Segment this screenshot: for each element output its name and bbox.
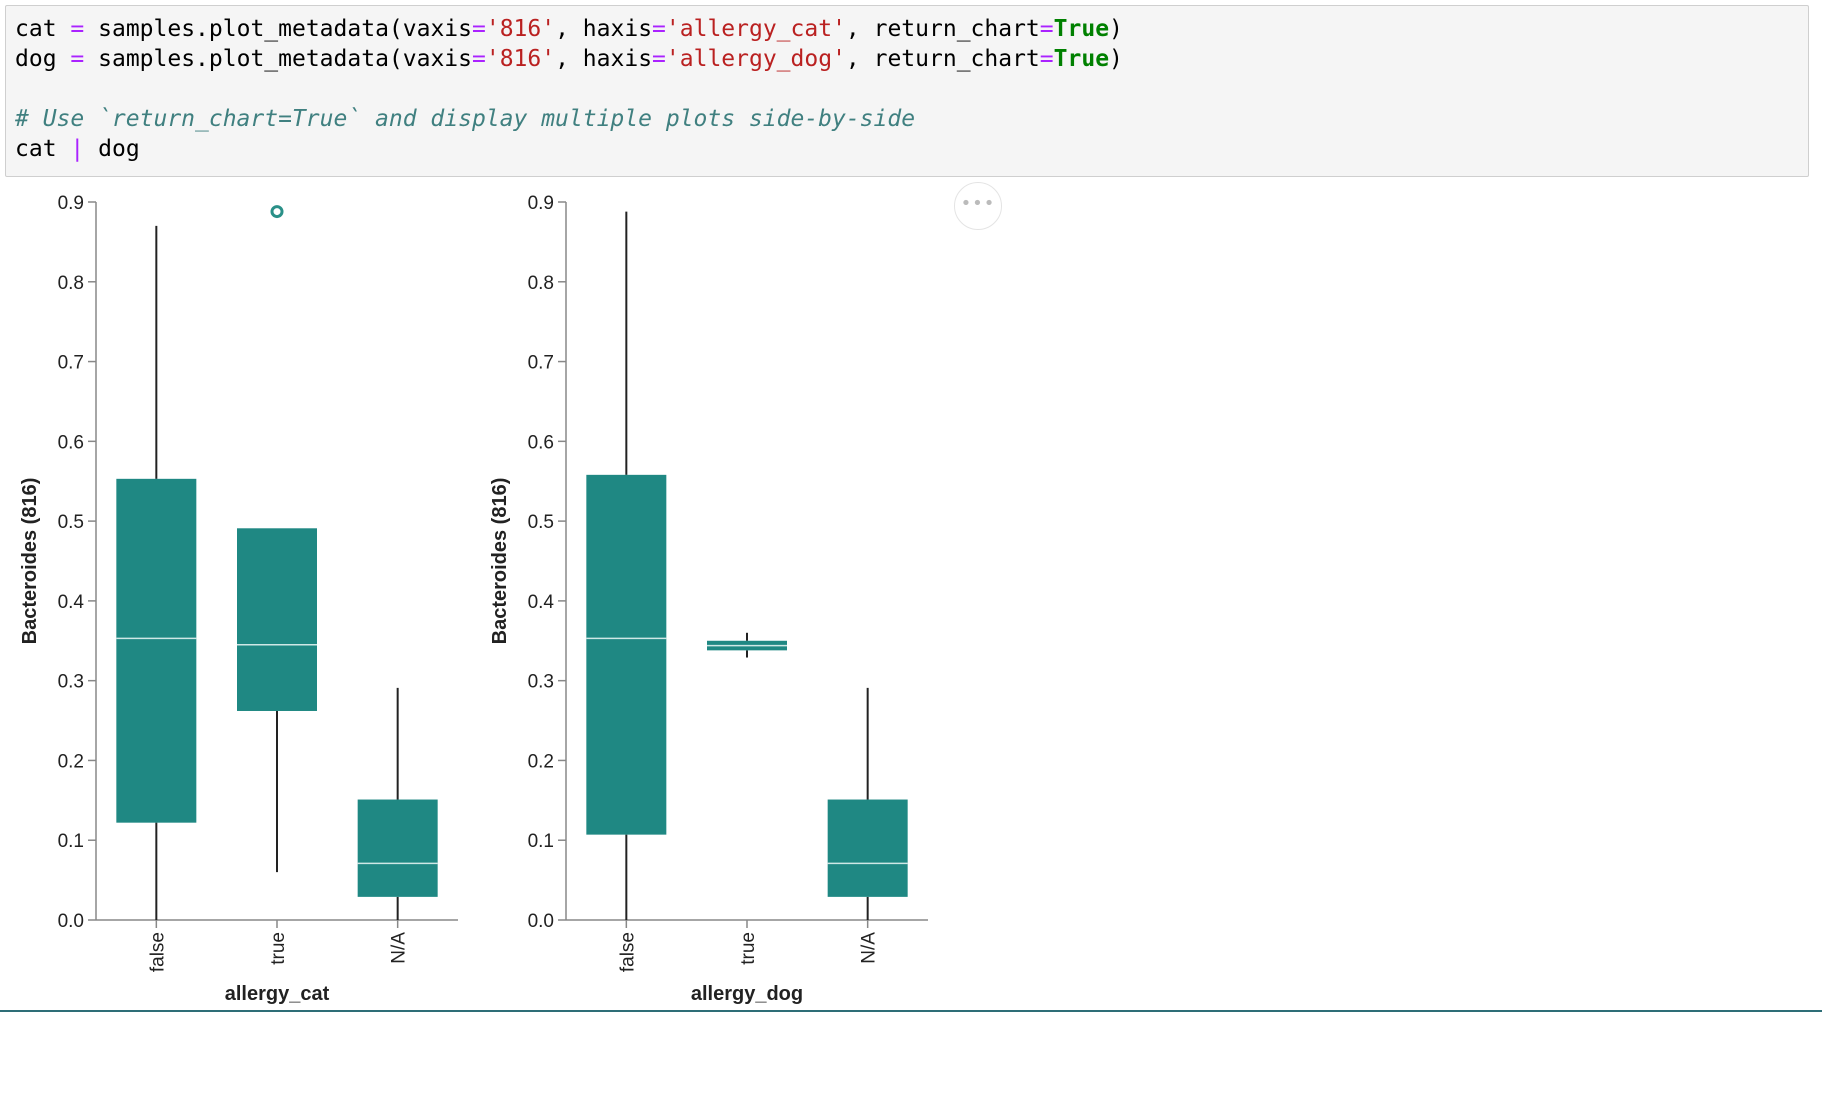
y-tick-label: 0.6 xyxy=(528,432,554,453)
code-token: = xyxy=(70,16,85,42)
x-tick-label: false xyxy=(617,932,638,972)
code-token: dog xyxy=(98,136,140,162)
chart-allergy_cat: 0.0 0.1 0.2 0.3 0.4 0.5 0.6 0.7 0.8 0.9 Bacteroide… xyxy=(19,193,458,1005)
y-tick-label: 0.6 xyxy=(58,432,84,453)
code-token: = xyxy=(1039,16,1054,42)
box-false xyxy=(586,474,667,835)
x-tick-label: false xyxy=(147,932,168,972)
y-tick-label: 0.0 xyxy=(58,911,84,932)
x-tick-label: true xyxy=(738,932,759,965)
code-token: , return_chart xyxy=(845,16,1040,42)
cell-divider xyxy=(0,1010,1822,1012)
box-N/A xyxy=(827,799,908,897)
y-tick-label: 0.9 xyxy=(528,193,554,214)
code-token: , haxis xyxy=(555,16,653,42)
y-tick-label: 0.5 xyxy=(58,512,84,533)
code-token: , return_chart xyxy=(845,46,1040,72)
x-tick-label: N/A xyxy=(389,932,410,964)
code-token: samples.plot_metadata(vaxis xyxy=(98,16,472,42)
x-tick-label: N/A xyxy=(859,932,880,964)
chart-actions-button[interactable]: ••• xyxy=(954,182,1002,230)
code-line-4: cat | dog xyxy=(15,134,1808,164)
code-token: '816' xyxy=(485,46,556,72)
y-tick-label: 0.3 xyxy=(58,672,84,693)
code-token: samples.plot_metadata(vaxis xyxy=(98,46,472,72)
code-token: ) xyxy=(1109,46,1123,72)
y-tick-label: 0.3 xyxy=(528,672,554,693)
y-tick-label: 0.0 xyxy=(528,911,554,932)
y-tick-label: 0.4 xyxy=(58,592,85,613)
code-token: , haxis xyxy=(555,46,653,72)
y-axis-label: Bacteroides (816) xyxy=(489,478,511,645)
code-token: = xyxy=(1039,46,1054,72)
y-axis-label: Bacteroides (816) xyxy=(19,478,41,645)
code-line-2: dog = samples.plot_metadata(vaxis='816',… xyxy=(15,44,1808,74)
y-tick-label: 0.1 xyxy=(528,831,554,852)
code-token: = xyxy=(472,16,486,42)
code-token: 'allergy_cat' xyxy=(665,16,846,42)
y-tick-label: 0.1 xyxy=(58,831,84,852)
box-N/A xyxy=(357,799,438,897)
code-cell[interactable]: cat = samples.plot_metadata(vaxis='816',… xyxy=(5,5,1809,177)
x-axis-label: allergy_dog xyxy=(691,983,803,1005)
cell-output: 0.0 0.1 0.2 0.3 0.4 0.5 0.6 0.7 0.8 0.9 Bacteroide… xyxy=(0,180,1822,1010)
code-token: | xyxy=(70,136,85,162)
code-token: ) xyxy=(1109,16,1123,42)
code-token: True xyxy=(1053,16,1110,42)
y-tick-label: 0.2 xyxy=(58,751,84,772)
chart-allergy_dog: 0.0 0.1 0.2 0.3 0.4 0.5 0.6 0.7 0.8 0.9 Bacteroide… xyxy=(489,193,928,1005)
code-token: = xyxy=(472,46,486,72)
y-tick-label: 0.2 xyxy=(528,751,554,772)
code-token: dog xyxy=(15,46,57,72)
y-tick-label: 0.4 xyxy=(528,592,555,613)
y-tick-label: 0.5 xyxy=(528,512,554,533)
code-token: cat xyxy=(15,136,57,162)
boxplot-charts: 0.0 0.1 0.2 0.3 0.4 0.5 0.6 0.7 0.8 0.9 Bacteroide… xyxy=(19,193,928,1005)
box-true xyxy=(237,528,317,711)
y-tick-label: 0.7 xyxy=(58,353,84,374)
code-comment: # Use `return_chart=True` and display mu… xyxy=(15,106,916,132)
y-tick-label: 0.9 xyxy=(58,193,84,214)
code-token: 'allergy_dog' xyxy=(665,46,846,72)
code-token: cat xyxy=(15,16,57,42)
y-tick-label: 0.8 xyxy=(58,273,84,294)
code-line-1: cat = samples.plot_metadata(vaxis='816',… xyxy=(15,14,1808,44)
y-tick-label: 0.8 xyxy=(528,273,554,294)
y-tick-label: 0.7 xyxy=(528,353,554,374)
x-axis-label: allergy_cat xyxy=(225,983,330,1005)
outlier-point xyxy=(270,205,284,219)
code-token: = xyxy=(652,16,666,42)
box-false xyxy=(116,478,197,823)
code-token: '816' xyxy=(485,16,556,42)
ellipsis-icon: ••• xyxy=(960,193,996,214)
code-line-blank xyxy=(15,74,1808,104)
code-token: True xyxy=(1053,46,1110,72)
x-tick-label: true xyxy=(268,932,289,965)
code-token: = xyxy=(652,46,666,72)
code-token: = xyxy=(70,46,85,72)
